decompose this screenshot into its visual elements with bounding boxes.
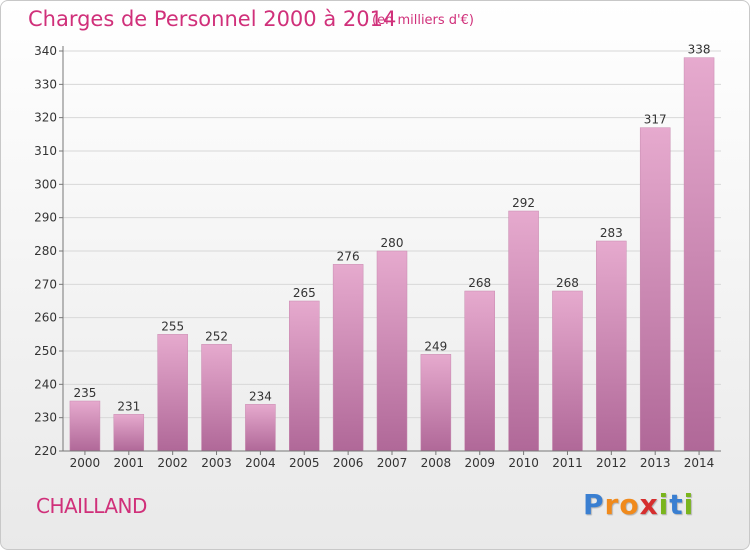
x-tick-label: 2005 [289,456,320,470]
logo-letter: P [583,488,605,521]
y-tick-label: 270 [34,277,57,291]
data-label: 252 [205,329,228,343]
y-tick-label: 220 [34,444,57,458]
y-tick-label: 260 [34,311,57,325]
data-label: 249 [424,339,447,353]
data-label: 268 [468,276,491,290]
data-label: 255 [161,319,184,333]
bar [69,400,101,452]
x-tick-label: 2004 [245,456,276,470]
y-tick-label: 310 [34,144,57,158]
x-tick-label: 2006 [333,456,364,470]
data-label: 317 [644,113,667,127]
bar [289,300,320,452]
bar [508,210,539,452]
x-tick-label: 2002 [157,456,188,470]
logo-letter: i [658,488,670,521]
bars [69,57,715,452]
bar [245,404,276,452]
y-tick-label: 290 [34,211,57,225]
x-tick-label: 2011 [552,456,583,470]
x-tick-label: 2012 [596,456,627,470]
labels: 235 231 255 252 234 265 276 280 249 268 292 268 283 3… [73,43,710,414]
data-label: 338 [688,43,711,57]
y-tick-label: 330 [34,77,57,91]
logo-letter: t [669,488,684,521]
x-tick-label: 2001 [114,456,145,470]
y-tick-label: 340 [34,44,57,58]
data-label: 276 [337,249,360,263]
y-tick-label: 320 [34,111,57,125]
data-label: 235 [73,386,96,400]
data-label: 268 [556,276,579,290]
y-tick-label: 240 [34,377,57,391]
proxiti-logo: Proxiti [583,488,694,521]
bar [596,240,627,452]
bar [201,344,232,452]
x-tick-label: 2014 [684,456,715,470]
data-label: 280 [381,236,404,250]
data-label: 234 [249,389,272,403]
x-tick-label: 2000 [70,456,101,470]
x-tick-label: 2008 [421,456,452,470]
y-tick-label: 250 [34,344,57,358]
x-tick-label: 2003 [201,456,232,470]
data-label: 292 [512,196,535,210]
chart-title: Charges de Personnel 2000 à 2014 [28,7,397,31]
data-label: 265 [293,286,316,300]
bar [639,127,671,452]
bar [464,290,495,452]
bar [552,290,583,452]
x-tick-label: 2007 [377,456,408,470]
bar [420,354,452,452]
bar [683,57,715,452]
bar [332,264,364,452]
data-label: 231 [117,399,140,413]
y-tick-label: 300 [34,177,57,191]
bar [113,414,145,452]
chart-subtitle: (en milliers d'€) [372,13,474,28]
axes: 220 230 240 250 260 270 280 290 300 310 320 330 340 2… [34,44,721,470]
logo-letter: x [639,488,659,521]
x-tick-label: 2009 [464,456,495,470]
y-tick-label: 230 [34,411,57,425]
bar [376,250,408,452]
x-tick-label: 2010 [508,456,539,470]
y-tick-label: 280 [34,244,57,258]
logo-letter: r [604,488,620,521]
commune-name: CHAILLAND [36,494,147,518]
bar [157,334,188,452]
logo-letter: i [683,488,695,521]
logo-letter: o [619,488,640,521]
data-label: 283 [600,226,623,240]
x-tick-label: 2013 [640,456,671,470]
